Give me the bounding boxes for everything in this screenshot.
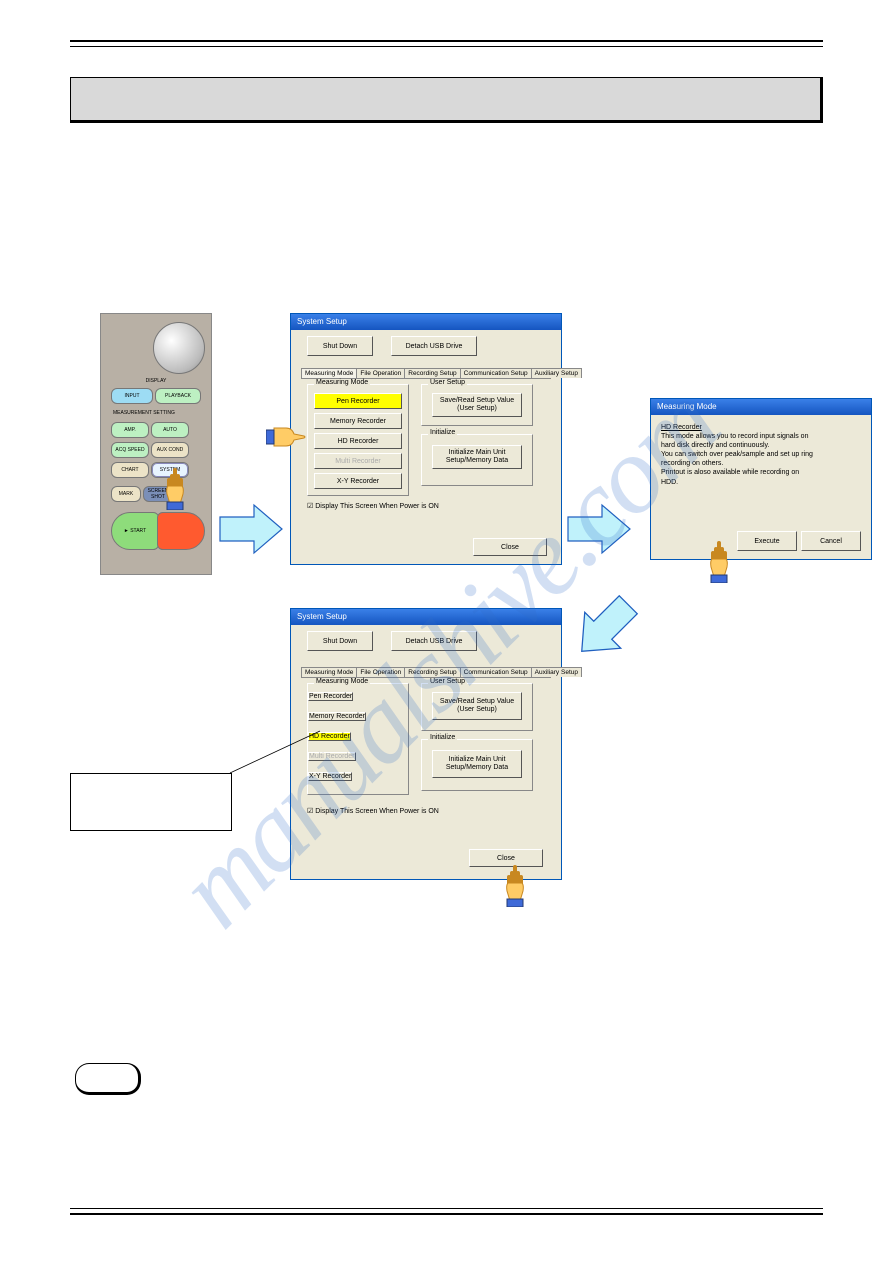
- multi-recorder-button[interactable]: Multi Recorder: [314, 453, 402, 469]
- tab-comm-setup[interactable]: Communication Setup: [460, 667, 532, 677]
- tab-aux-setup[interactable]: Auxiliary Setup: [531, 667, 582, 677]
- device-control-panel: DISPLAY INPUT PLAYBACK MEASUREMENT SETTI…: [100, 313, 212, 575]
- save-read-setup-button[interactable]: Save/Read Setup Value (User Setup): [432, 692, 522, 720]
- window-title: System Setup: [291, 314, 561, 330]
- detach-usb-button[interactable]: Detach USB Drive: [391, 631, 477, 651]
- dialog-text: recording on others.: [661, 459, 861, 468]
- hd-recorder-button[interactable]: HD Recorder: [314, 433, 402, 449]
- display-section-label: DISPLAY: [113, 378, 199, 386]
- chart-button[interactable]: CHART: [111, 462, 149, 478]
- tab-measuring-mode[interactable]: Measuring Mode: [301, 368, 357, 378]
- memory-recorder-button[interactable]: Memory Recorder: [314, 413, 402, 429]
- group-label: User Setup: [428, 678, 467, 685]
- input-button[interactable]: INPUT: [111, 388, 153, 404]
- measuring-mode-group: Measuring Mode Pen Recorder Memory Recor…: [307, 384, 409, 496]
- header-rule: [70, 40, 823, 47]
- pointing-hand-icon: [266, 426, 306, 448]
- mark-button[interactable]: MARK: [111, 486, 141, 502]
- arrow-right-icon: [218, 503, 284, 555]
- initialize-group: Initialize Initialize Main Unit Setup/Me…: [421, 739, 533, 791]
- playback-button[interactable]: PLAYBACK: [155, 388, 201, 404]
- dialog-heading: HD Recorder: [661, 423, 861, 432]
- aux-cond-button[interactable]: AUX COND: [151, 442, 189, 458]
- group-label: Initialize: [428, 734, 457, 741]
- arrow-right-icon: [566, 503, 632, 555]
- multi-recorder-button[interactable]: Multi Recorder: [308, 752, 356, 761]
- close-button[interactable]: Close: [473, 538, 547, 556]
- tabs: Measuring Mode File Operation Recording …: [301, 368, 551, 379]
- hand-icon: [502, 865, 528, 907]
- shutdown-button[interactable]: Shut Down: [307, 336, 373, 356]
- stop-button[interactable]: [157, 512, 205, 550]
- detach-usb-button[interactable]: Detach USB Drive: [391, 336, 477, 356]
- dialog-text: hard disk directly and continuously.: [661, 441, 861, 450]
- dialog-text: This mode allows you to record input sig…: [661, 432, 861, 441]
- checkbox-label: Display This Screen When Power is ON: [315, 503, 439, 510]
- tabs: Measuring Mode File Operation Recording …: [301, 667, 551, 678]
- measurement-section-label: MEASUREMENT SETTING: [113, 410, 175, 416]
- tab-file-operation[interactable]: File Operation: [356, 667, 405, 677]
- xy-recorder-button[interactable]: X-Y Recorder: [314, 473, 402, 489]
- memory-recorder-button[interactable]: Memory Recorder: [308, 712, 366, 721]
- pen-recorder-button[interactable]: Pen Recorder: [308, 692, 353, 701]
- title-box: [70, 77, 823, 123]
- measuring-mode-dialog: Measuring Mode HD Recorder This mode all…: [650, 398, 872, 560]
- tab-recording-setup[interactable]: Recording Setup: [404, 368, 460, 378]
- arrow-down-left-icon: [556, 579, 655, 678]
- hand-icon: [706, 541, 732, 583]
- dialog-text: Printout is aloso available while record…: [661, 468, 861, 477]
- user-setup-group: User Setup Save/Read Setup Value (User S…: [421, 384, 533, 426]
- cancel-button[interactable]: Cancel: [801, 531, 861, 551]
- pen-recorder-button[interactable]: Pen Recorder: [314, 393, 402, 409]
- group-label: Measuring Mode: [314, 678, 370, 685]
- rotary-dial[interactable]: [153, 322, 205, 374]
- dialog-title: Measuring Mode: [651, 399, 871, 415]
- group-label: Initialize: [428, 429, 457, 436]
- start-button[interactable]: ► START: [111, 512, 159, 550]
- auto-button[interactable]: AUTO: [151, 422, 189, 438]
- callout-box: [70, 773, 232, 831]
- window-title: System Setup: [291, 609, 561, 625]
- tab-aux-setup[interactable]: Auxiliary Setup: [531, 368, 582, 378]
- save-read-setup-button[interactable]: Save/Read Setup Value (User Setup): [432, 393, 522, 417]
- acq-speed-button[interactable]: ACQ SPEED: [111, 442, 149, 458]
- footer-rule: [70, 1208, 823, 1215]
- dialog-text: You can switch over peak/sample and set …: [661, 450, 861, 459]
- system-setup-window-1: System Setup Shut Down Detach USB Drive …: [290, 313, 562, 565]
- initialize-group: Initialize Initialize Main Unit Setup/Me…: [421, 434, 533, 486]
- hand-icon: [162, 468, 188, 510]
- group-label: User Setup: [428, 379, 467, 386]
- system-setup-window-2: System Setup Shut Down Detach USB Drive …: [290, 608, 562, 880]
- shutdown-button[interactable]: Shut Down: [307, 631, 373, 651]
- tips-label: [75, 1063, 141, 1095]
- callout-leader-line: [230, 773, 350, 833]
- execute-button[interactable]: Execute: [737, 531, 797, 551]
- tab-comm-setup[interactable]: Communication Setup: [460, 368, 532, 378]
- tab-recording-setup[interactable]: Recording Setup: [404, 667, 460, 677]
- dialog-text: HDD.: [661, 478, 861, 487]
- initialize-button[interactable]: Initialize Main Unit Setup/Memory Data: [432, 445, 522, 469]
- amp-button[interactable]: AMP.: [111, 422, 149, 438]
- display-on-poweron-checkbox[interactable]: ☑ Display This Screen When Power is ON: [307, 502, 439, 510]
- tab-measuring-mode[interactable]: Measuring Mode: [301, 667, 357, 677]
- user-setup-group: User Setup Save/Read Setup Value (User S…: [421, 683, 533, 731]
- tab-file-operation[interactable]: File Operation: [356, 368, 405, 378]
- group-label: Measuring Mode: [314, 379, 370, 386]
- initialize-button[interactable]: Initialize Main Unit Setup/Memory Data: [432, 750, 522, 778]
